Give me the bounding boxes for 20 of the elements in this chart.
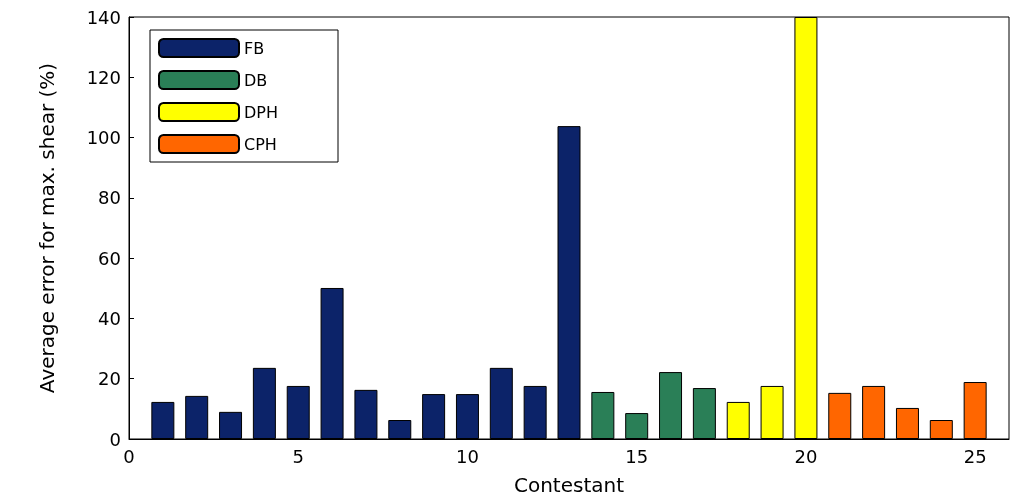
legend-label: CPH bbox=[244, 134, 277, 154]
x-tick-label: 15 bbox=[625, 445, 649, 467]
x-axis-title: Contestant bbox=[513, 473, 625, 497]
y-tick-label: 80 bbox=[98, 187, 121, 209]
x-tick-label: 5 bbox=[292, 445, 304, 467]
y-axis-title: Average error for max. shear (%) bbox=[35, 62, 59, 394]
y-tick-label: 120 bbox=[86, 66, 121, 88]
y-tick-label: 20 bbox=[98, 368, 121, 390]
x-tick-label: 25 bbox=[963, 445, 987, 467]
y-tick-label: 40 bbox=[98, 307, 121, 329]
legend-label: DPH bbox=[244, 102, 278, 122]
y-tick-label: 100 bbox=[86, 127, 121, 149]
y-tick-label: 140 bbox=[86, 6, 121, 28]
y-tick-label: 60 bbox=[98, 247, 121, 269]
legend-label: DB bbox=[244, 70, 268, 90]
y-tick-label: 0 bbox=[109, 428, 121, 450]
x-tick-label: 0 bbox=[123, 445, 135, 467]
x-tick-label: 10 bbox=[456, 445, 479, 467]
x-tick-label: 20 bbox=[794, 445, 818, 467]
legend-label: FB bbox=[244, 38, 265, 58]
